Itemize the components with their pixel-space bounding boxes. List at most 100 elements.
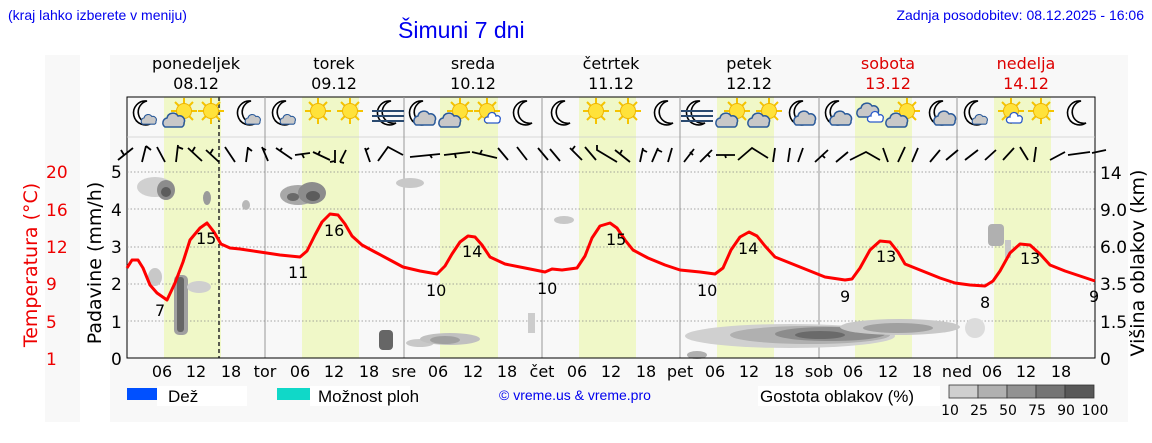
svg-text:Dež: Dež [168,387,198,406]
svg-text:4: 4 [111,201,122,221]
wind-barbs [117,144,1107,164]
svg-text:12: 12 [1016,362,1036,381]
svg-text:16: 16 [324,221,344,240]
cloud-density-scale [948,384,1095,399]
svg-text:pet: pet [667,362,693,381]
svg-text:06: 06 [428,362,448,381]
svg-text:čet: čet [530,362,555,381]
svg-text:06: 06 [982,362,1002,381]
svg-text:tor: tor [254,362,277,381]
rain-swatch [127,388,160,400]
svg-text:1: 1 [111,313,122,333]
svg-text:nedelja: nedelja [997,54,1056,73]
svg-text:1: 1 [46,350,57,370]
svg-text:12: 12 [739,362,759,381]
x-axis-labels: 06 12 18 tor 06 12 18 sre 06 12 18 čet 0… [152,362,1071,381]
moon-icon [653,100,674,126]
svg-text:90: 90 [1057,403,1075,419]
svg-text:Višina oblakov (km): Višina oblakov (km) [1127,170,1149,357]
svg-text:18: 18 [1051,362,1071,381]
svg-text:3: 3 [111,238,122,258]
cloud-density-layer [137,177,1011,359]
moon-fog-icon [680,100,714,126]
svg-text:14: 14 [738,239,758,258]
svg-text:5: 5 [46,313,57,333]
svg-text:20: 20 [46,163,68,183]
svg-text:50: 50 [999,403,1017,419]
svg-text:9: 9 [1089,287,1099,306]
svg-text:7: 7 [155,301,165,320]
svg-text:18: 18 [636,362,656,381]
moon-icon [1066,100,1087,126]
svg-text:torek: torek [313,54,355,73]
svg-text:2: 2 [111,275,122,295]
svg-text:18: 18 [497,362,517,381]
svg-text:13: 13 [1020,249,1040,268]
svg-text:1.5: 1.5 [1100,313,1127,333]
moon-cloud-icon [824,100,853,126]
svg-text:06: 06 [843,362,863,381]
svg-text:100: 100 [1082,403,1109,419]
copyright-link[interactable]: © vreme.us & vreme.pro [499,387,651,403]
svg-text:Gostota oblakov (%): Gostota oblakov (%) [760,387,914,406]
svg-text:06: 06 [705,362,725,381]
svg-text:11: 11 [288,263,308,282]
svg-text:16: 16 [46,201,68,221]
svg-text:0: 0 [111,350,122,370]
svg-text:Možnost ploh: Možnost ploh [318,387,419,406]
svg-text:0: 0 [1100,350,1111,370]
svg-text:9: 9 [840,287,850,306]
svg-text:13.12: 13.12 [865,74,911,93]
svg-text:06: 06 [152,362,172,381]
moon-cloud-icon [236,100,261,126]
svg-text:3.5: 3.5 [1100,275,1127,295]
moon-cloud-icon [928,100,957,126]
menu-hint: (kraj lahko izberete v meniju) [8,7,187,23]
svg-text:12: 12 [463,362,483,381]
svg-text:25: 25 [970,403,988,419]
svg-text:Padavine (mm/h): Padavine (mm/h) [84,182,106,345]
moon-icon [550,100,571,126]
svg-text:18: 18 [221,362,241,381]
svg-text:12.12: 12.12 [726,74,772,93]
svg-text:75: 75 [1028,403,1046,419]
svg-text:14: 14 [1100,164,1122,184]
svg-text:10: 10 [426,281,446,300]
daytime-bands [164,97,1051,358]
moon-cloud-icon [788,100,817,126]
showers-swatch [277,388,310,400]
svg-text:10.12: 10.12 [450,74,496,93]
svg-text:9: 9 [46,275,57,295]
svg-text:15: 15 [606,230,626,249]
svg-text:18: 18 [912,362,932,381]
svg-text:18: 18 [774,362,794,381]
svg-text:6.0: 6.0 [1100,238,1127,258]
precipitation-axis: 5 4 3 2 1 0 Padavine (mm/h) [84,163,122,370]
svg-text:12: 12 [186,362,206,381]
svg-text:Temperatura (°C): Temperatura (°C) [20,183,42,348]
svg-text:14: 14 [462,242,482,261]
svg-text:06: 06 [567,362,587,381]
moon-cloud-icon [963,100,988,126]
moon-cloud-icon [271,100,296,126]
svg-text:sobota: sobota [861,54,915,73]
svg-text:09.12: 09.12 [311,74,357,93]
svg-text:petek: petek [726,54,772,73]
svg-text:10: 10 [537,279,557,298]
svg-text:sre: sre [392,362,416,381]
svg-text:13: 13 [876,247,896,266]
moon-fog-icon [371,100,405,126]
svg-text:5: 5 [111,163,122,183]
svg-text:15: 15 [196,229,216,248]
moon-icon [512,100,533,126]
last-updated: Zadnja posodobitev: 08.12.2025 - 16:06 [896,7,1144,23]
svg-text:ned: ned [942,362,972,381]
svg-text:12: 12 [601,362,621,381]
svg-text:11.12: 11.12 [588,74,634,93]
moon-cloud-icon [132,100,157,126]
svg-text:18: 18 [359,362,379,381]
svg-text:14.12: 14.12 [1003,74,1049,93]
temperature-labels: 7 15 11 16 10 14 10 15 10 14 9 13 8 13 9 [155,221,1099,320]
temperature-line [125,212,1096,302]
